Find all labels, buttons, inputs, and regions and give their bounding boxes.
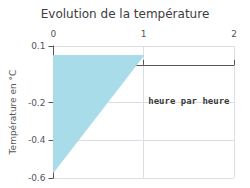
svg-text:Evolution de la température: Evolution de la température: [41, 7, 210, 21]
svg-text:-0.6: -0.6: [28, 173, 46, 183]
svg-text:heure par heure: heure par heure: [148, 96, 230, 106]
svg-text:0.1: 0.1: [31, 41, 45, 51]
svg-text:0: 0: [51, 29, 57, 39]
svg-text:2: 2: [231, 29, 237, 39]
svg-text:1: 1: [141, 29, 147, 39]
svg-text:-0.4: -0.4: [28, 135, 46, 145]
svg-text:-0.2: -0.2: [28, 98, 46, 108]
svg-text:Température en °C: Température en °C: [8, 70, 18, 156]
